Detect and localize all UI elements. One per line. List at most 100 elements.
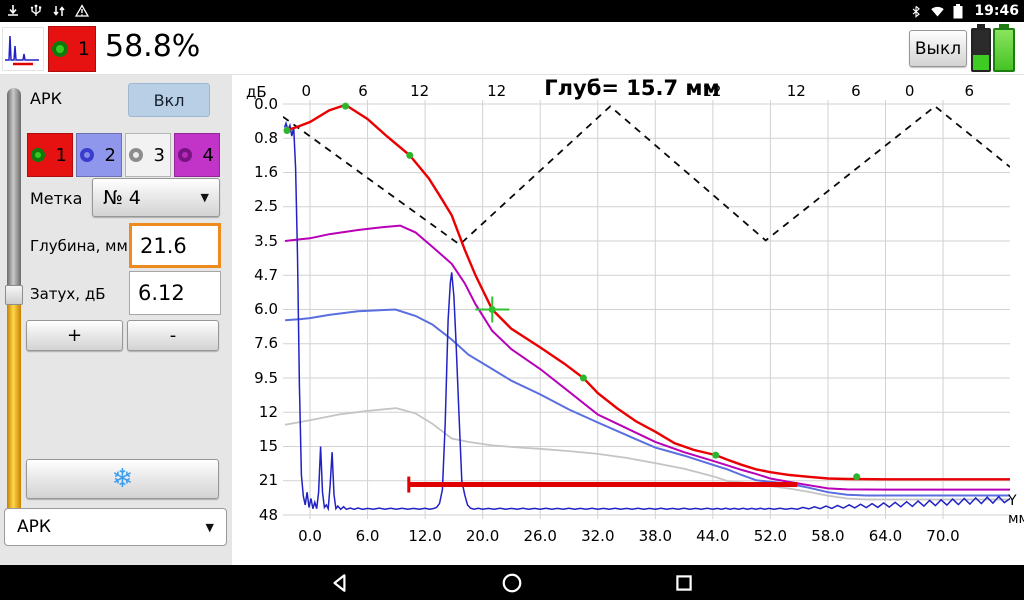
top-axis-tick-label: 6 <box>851 82 861 100</box>
channel-dot-icon <box>31 148 45 162</box>
attenuation-input[interactable] <box>129 271 221 315</box>
active-channel-button[interactable]: 1 <box>48 26 96 72</box>
clock: 19:46 <box>974 3 1019 19</box>
y-axis-tick-label: 2.5 <box>254 197 278 216</box>
power-off-button[interactable]: Выкл <box>909 30 967 67</box>
y-axis-tick-label: 1.6 <box>254 163 278 181</box>
snowflake-icon: ❄ <box>111 464 134 494</box>
channel-button-4[interactable]: 4 <box>174 133 220 177</box>
home-icon <box>502 573 522 592</box>
mode-dropdown[interactable]: АРК ▼ <box>4 508 227 546</box>
wifi-icon <box>931 6 945 17</box>
ark-label: АРК <box>30 89 62 108</box>
y-axis-tick-label: 3.5 <box>254 231 278 250</box>
channel-selector: 1 2 3 4 <box>27 133 220 177</box>
dac-node-marker[interactable] <box>853 473 861 481</box>
top-axis-tick-label: 12 <box>487 82 507 100</box>
chevron-down-icon: ▼ <box>205 520 214 534</box>
dac-curve-2-magenta <box>284 224 1010 491</box>
recents-button[interactable] <box>672 571 696 595</box>
mark-dropdown[interactable]: № 4 ▼ <box>92 178 220 217</box>
top-axis-tick-label: 0 <box>301 82 312 100</box>
a-scan-plot[interactable] <box>283 100 1010 519</box>
x-axis-unit: Y мм <box>1008 493 1024 528</box>
top-axis-tick-label: 12 <box>786 82 806 100</box>
ascan-view-button[interactable] <box>2 27 44 71</box>
android-status-bar: 19:46 <box>0 0 1024 22</box>
x-axis-tick-label: 70.0 <box>926 527 960 545</box>
back-icon <box>333 573 346 592</box>
x-axis-tick-label: 20.0 <box>465 527 500 545</box>
dac-node-marker[interactable] <box>342 102 349 110</box>
dac-curve-1-red <box>284 103 1010 481</box>
top-axis-tick-label: 6 <box>358 82 368 100</box>
probe-battery-icon <box>993 24 1015 72</box>
top-axis-tick-label: 6 <box>964 82 975 100</box>
bluetooth-icon <box>913 5 921 18</box>
dac-curve-4-gray <box>284 407 1010 501</box>
battery-icon <box>953 3 963 18</box>
android-nav-bar <box>0 565 1024 600</box>
y-axis-tick-label: 0.0 <box>254 94 278 113</box>
y-axis-tick-label: 12 <box>258 402 278 421</box>
x-axis-tick-label: 58.0 <box>811 527 845 545</box>
y-axis-tick-label: 0.8 <box>254 128 278 147</box>
gain-readout[interactable]: 58.8% <box>105 29 201 64</box>
ark-on-toggle[interactable]: Вкл <box>128 83 210 117</box>
device-battery-icon <box>971 24 991 72</box>
dac-node-marker[interactable] <box>283 127 291 134</box>
slider-handle[interactable] <box>5 285 23 305</box>
y-axis-tick-label: 4.7 <box>254 265 278 284</box>
x-axis-unit-y: Y <box>1008 493 1017 509</box>
x-axis-tick-label: 44.0 <box>696 527 730 545</box>
top-axis-tick-label: 0 <box>904 82 915 100</box>
mark-dropdown-value: № 4 <box>103 186 141 209</box>
depth-label: Глубина, мм <box>30 237 128 255</box>
y-axis-tick-label: 48 <box>258 505 278 524</box>
toolbar: 1 58.8% Выкл <box>0 22 1024 75</box>
channel-dot-icon <box>80 148 94 162</box>
dac-node-marker[interactable] <box>712 451 720 459</box>
depth-input[interactable] <box>129 223 221 268</box>
status-left-icons <box>0 4 910 18</box>
a-scan-signal <box>283 120 1010 512</box>
x-axis-unit-mm: мм <box>1008 510 1024 527</box>
gain-slider[interactable] <box>5 88 23 520</box>
dac-node-marker[interactable] <box>579 374 587 382</box>
usb-icon <box>30 4 42 16</box>
decrement-button[interactable]: - <box>127 320 219 351</box>
channel-number: 1 <box>77 38 90 60</box>
channel-number: 2 <box>104 144 116 166</box>
increment-button[interactable]: + <box>26 320 123 351</box>
back-button[interactable] <box>328 571 352 595</box>
y-axis-tick-label: 7.6 <box>254 334 278 353</box>
freeze-button[interactable]: ❄ <box>26 459 219 499</box>
channel-number: 3 <box>153 144 165 166</box>
depth-readout-title: Глуб= 15.7 мм <box>544 76 720 100</box>
x-axis-tick-label: 38.0 <box>638 527 672 545</box>
y-axis-tick-label: 15 <box>258 437 278 455</box>
channel-dot-icon <box>52 41 68 57</box>
beam-path-line <box>283 105 1010 246</box>
channel-dot-icon <box>178 148 192 162</box>
sync-icon <box>53 6 65 16</box>
ascan-icon <box>5 35 39 66</box>
y-axis-unit: дБ <box>246 83 267 101</box>
top-axis-tick-label: 12 <box>410 82 430 100</box>
slider-track-upper[interactable] <box>7 88 21 285</box>
channel-dot-icon <box>129 148 143 162</box>
x-axis-tick-label: 0.0 <box>298 527 322 545</box>
channel-number: 4 <box>202 144 214 166</box>
channel-button-1[interactable]: 1 <box>27 133 73 177</box>
x-axis-tick-label: 32.0 <box>581 527 615 545</box>
chart-area: дБ Глуб= 15.7 мм Y мм 0.0 0.8 1.6 2.5 3.5 4.7… <box>232 75 1024 565</box>
attenuation-label: Затух, дБ <box>30 285 106 303</box>
slider-track-lower[interactable] <box>7 305 21 520</box>
channel-button-3[interactable]: 3 <box>125 133 171 177</box>
dac-node-marker[interactable] <box>406 151 414 159</box>
home-button[interactable] <box>500 571 524 595</box>
channel-button-2[interactable]: 2 <box>76 133 122 177</box>
x-axis-tick-label: 12.0 <box>408 527 442 545</box>
x-axis-tick-label: 64.0 <box>868 527 903 545</box>
y-axis-tick-label: 21 <box>258 471 278 490</box>
